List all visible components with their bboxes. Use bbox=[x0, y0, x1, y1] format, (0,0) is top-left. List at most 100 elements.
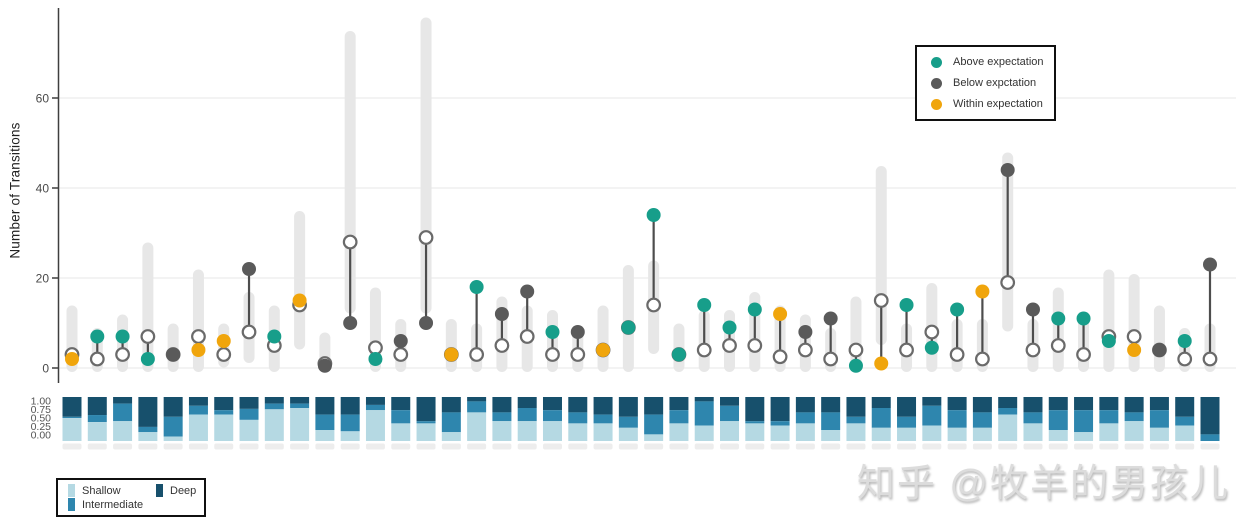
bar-segment-intermediate bbox=[669, 410, 689, 424]
bar-segment-shallow bbox=[1099, 423, 1119, 441]
bar-segment-deep bbox=[542, 397, 562, 411]
bar-shadow bbox=[138, 443, 158, 450]
bar-shadow bbox=[1200, 443, 1220, 450]
legend-label: Within expectation bbox=[953, 98, 1043, 110]
bar-segment-deep bbox=[897, 397, 917, 417]
bar-segment-intermediate bbox=[214, 410, 234, 415]
bar-segment-intermediate bbox=[947, 410, 967, 428]
above-expectation-dot-icon bbox=[931, 56, 942, 68]
below-expectation-dot-icon bbox=[931, 77, 942, 89]
legend-label: Deep bbox=[170, 484, 197, 497]
bar-segment-intermediate bbox=[340, 414, 360, 432]
bar-shadow bbox=[669, 443, 689, 450]
bar-segment-shallow bbox=[87, 422, 107, 441]
observed-marker bbox=[65, 352, 79, 366]
bar-segment-intermediate bbox=[720, 405, 740, 422]
bar-segment-intermediate bbox=[694, 401, 714, 426]
observed-marker bbox=[267, 329, 282, 344]
bar-shadow bbox=[1124, 443, 1144, 450]
expected-marker bbox=[545, 347, 560, 362]
bar-segment-shallow bbox=[922, 425, 942, 441]
bar-segment-shallow bbox=[593, 423, 613, 441]
expected-marker bbox=[873, 293, 889, 308]
bar-segment-deep bbox=[947, 397, 967, 411]
bar-segment-deep bbox=[441, 397, 461, 413]
observed-marker bbox=[216, 334, 231, 348]
bar-segment-intermediate bbox=[188, 405, 208, 415]
bar-shadow bbox=[1023, 443, 1043, 450]
bar-segment-deep bbox=[113, 397, 133, 404]
bar-segment-deep bbox=[340, 397, 360, 415]
bar-segment-deep bbox=[644, 397, 664, 415]
bar-segment-intermediate bbox=[1200, 434, 1220, 441]
bar-segment-intermediate bbox=[163, 416, 183, 437]
observed-marker bbox=[621, 320, 636, 335]
expected-marker bbox=[191, 329, 206, 344]
bar-segment-intermediate bbox=[1023, 412, 1043, 424]
observed-marker bbox=[1051, 311, 1066, 326]
expected-marker bbox=[949, 347, 965, 362]
bar-segment-shallow bbox=[1124, 421, 1144, 441]
bar-segment-shallow bbox=[441, 432, 461, 441]
observed-marker bbox=[773, 307, 788, 321]
bar-shadow bbox=[770, 443, 790, 450]
bar-shadow bbox=[214, 443, 234, 450]
observed-marker bbox=[1203, 257, 1217, 272]
bar-segment-deep bbox=[365, 397, 385, 405]
bar-shadow bbox=[846, 443, 866, 450]
expectation-band bbox=[1128, 274, 1140, 372]
observed-marker bbox=[419, 316, 434, 330]
bar-segment-deep bbox=[669, 397, 689, 411]
bar-shadow bbox=[1175, 443, 1195, 450]
bar-segment-shallow bbox=[897, 427, 917, 441]
bar-segment-intermediate bbox=[467, 401, 487, 413]
bar-shadow bbox=[1048, 443, 1068, 450]
expected-marker bbox=[1050, 338, 1066, 353]
expected-marker bbox=[115, 347, 130, 362]
shallow-swatch-icon bbox=[68, 484, 75, 497]
bar-segment-deep bbox=[517, 397, 537, 408]
observed-marker bbox=[596, 343, 611, 357]
bar-shadow bbox=[188, 443, 208, 450]
bar-segment-shallow bbox=[188, 414, 208, 441]
within-expectation-dot-icon bbox=[931, 98, 942, 110]
observed-marker bbox=[1000, 163, 1015, 177]
bar-segment-deep bbox=[163, 397, 183, 417]
bar-segment-intermediate bbox=[821, 412, 841, 430]
bar-segment-deep bbox=[1149, 397, 1169, 411]
proportion-tick-label: 0.75 bbox=[31, 404, 52, 416]
bar-segment-deep bbox=[745, 397, 765, 422]
bar-segment-intermediate bbox=[365, 404, 385, 411]
bar-shadow bbox=[922, 443, 942, 450]
axis-tick-label: 40 bbox=[36, 182, 50, 196]
expectation-band bbox=[1153, 305, 1165, 372]
bar-shadow bbox=[239, 443, 259, 450]
bar-segment-shallow bbox=[972, 427, 992, 441]
expected-marker bbox=[1000, 275, 1016, 290]
bar-segment-deep bbox=[264, 397, 284, 404]
bar-shadow bbox=[871, 443, 891, 450]
observed-marker bbox=[975, 284, 990, 299]
observed-marker bbox=[368, 352, 383, 366]
bar-segment-shallow bbox=[947, 427, 967, 441]
bar-segment-intermediate bbox=[239, 408, 259, 420]
axis-tick-label: 60 bbox=[36, 92, 50, 106]
bar-shadow bbox=[517, 443, 537, 450]
expected-marker bbox=[975, 351, 990, 367]
observed-marker bbox=[343, 316, 358, 330]
observed-marker bbox=[242, 262, 257, 276]
bar-segment-intermediate bbox=[871, 408, 891, 428]
expected-marker bbox=[241, 324, 257, 340]
expected-marker bbox=[519, 329, 535, 344]
bar-segment-deep bbox=[416, 397, 436, 422]
y-axis-title: Number of Transitions bbox=[7, 122, 23, 259]
legend-item-below: Below expctation bbox=[931, 77, 1042, 89]
expected-marker bbox=[1202, 351, 1218, 367]
bar-segment-intermediate bbox=[998, 408, 1018, 415]
expected-marker bbox=[848, 342, 864, 358]
bar-segment-intermediate bbox=[315, 414, 335, 430]
bar-segment-deep bbox=[188, 397, 208, 406]
bar-segment-intermediate bbox=[1124, 412, 1144, 422]
bar-segment-intermediate bbox=[644, 414, 664, 435]
